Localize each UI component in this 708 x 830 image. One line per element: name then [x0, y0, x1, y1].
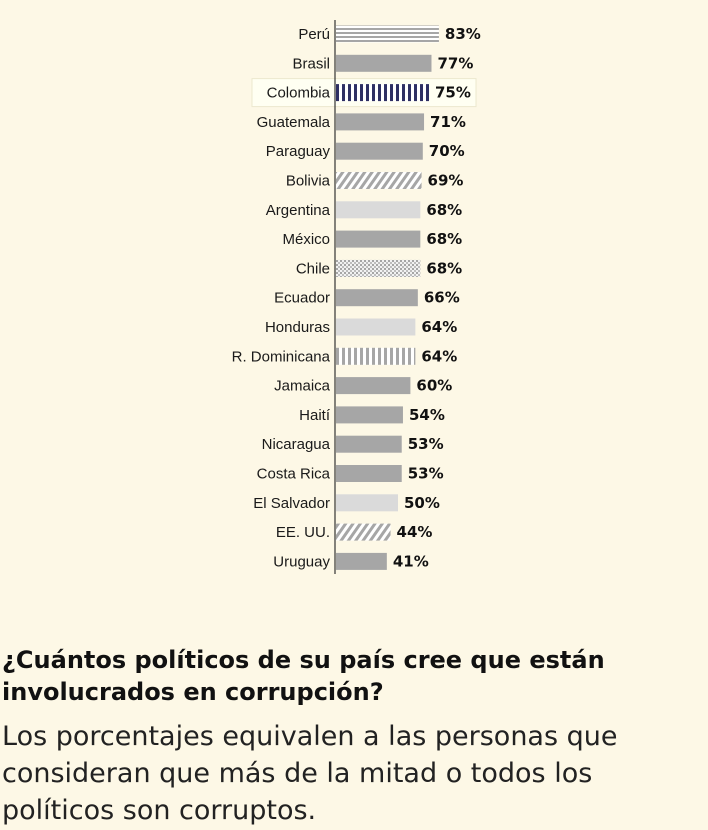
bars-layer: Perú 83% Brasil 77% Colombia 75% Guatemala 71% P… [232, 25, 481, 570]
value-label-colombia: 75% [435, 84, 471, 102]
category-label-ecuador: Ecuador [274, 290, 330, 307]
bar-colombia [336, 84, 429, 102]
category-label-bolivia: Bolivia [286, 173, 331, 190]
category-label-jamaica: Jamaica [274, 378, 331, 395]
category-label-peru: Perú [298, 26, 330, 43]
bar-r-dominicana [336, 347, 416, 365]
category-label-colombia: Colombia [267, 85, 331, 102]
category-label-paraguay: Paraguay [266, 143, 331, 160]
value-label-argentina: 68% [426, 201, 462, 219]
value-label-brasil: 77% [437, 54, 473, 72]
value-label-el-salvador: 50% [404, 494, 440, 512]
value-label-jamaica: 60% [416, 377, 452, 395]
bar-guatemala [336, 113, 425, 131]
bar-honduras [336, 318, 416, 336]
bar-chart: Perú 83% Brasil 77% Colombia 75% Guatemala 71% P… [232, 20, 481, 574]
bar-costa-rica [336, 465, 402, 482]
value-label-mexico: 68% [426, 230, 462, 248]
bar-peru [336, 25, 439, 43]
category-label-mexico: México [282, 231, 330, 248]
bar-argentina [336, 201, 421, 219]
value-label-costa-rica: 53% [408, 465, 444, 483]
value-label-nicaragua: 53% [408, 435, 444, 453]
value-label-ecuador: 66% [424, 289, 460, 307]
value-label-bolivia: 69% [428, 172, 464, 190]
value-label-peru: 83% [445, 25, 481, 43]
bar-ee-uu [336, 523, 391, 541]
value-label-guatemala: 71% [430, 113, 466, 131]
bar-el-salvador [336, 494, 398, 512]
category-label-r-dominicana: R. Dominicana [232, 348, 331, 365]
category-label-nicaragua: Nicaragua [262, 436, 331, 453]
category-label-argentina: Argentina [266, 202, 331, 219]
bar-haiti [336, 406, 403, 424]
bar-brasil [336, 54, 432, 72]
category-label-costa-rica: Costa Rica [257, 466, 331, 483]
chart-question: ¿Cuántos políticos de su país cree que e… [2, 646, 605, 706]
value-label-uruguay: 41% [393, 552, 429, 570]
bar-paraguay [336, 142, 423, 160]
bar-chile [336, 259, 421, 277]
bar-nicaragua [336, 435, 402, 453]
value-label-haiti: 54% [409, 406, 445, 424]
category-label-chile: Chile [296, 260, 330, 277]
category-label-el-salvador: El Salvador [253, 495, 330, 512]
bar-mexico [336, 230, 421, 248]
value-label-ee-uu: 44% [397, 523, 433, 541]
bar-uruguay [336, 552, 387, 570]
bar-jamaica [336, 377, 411, 395]
value-label-paraguay: 70% [429, 142, 465, 160]
value-label-honduras: 64% [421, 318, 457, 336]
value-label-r-dominicana: 64% [421, 347, 457, 365]
category-label-guatemala: Guatemala [257, 114, 331, 131]
bar-bolivia [336, 172, 422, 189]
category-label-brasil: Brasil [292, 55, 330, 72]
chart-subtitle: Los porcentajes equivalen a las personas… [2, 721, 618, 826]
value-label-chile: 68% [426, 259, 462, 277]
bar-ecuador [336, 289, 418, 307]
category-label-ee-uu: EE. UU. [276, 524, 330, 541]
category-label-haiti: Haití [299, 407, 331, 424]
category-label-uruguay: Uruguay [273, 553, 330, 570]
category-label-honduras: Honduras [265, 319, 330, 336]
